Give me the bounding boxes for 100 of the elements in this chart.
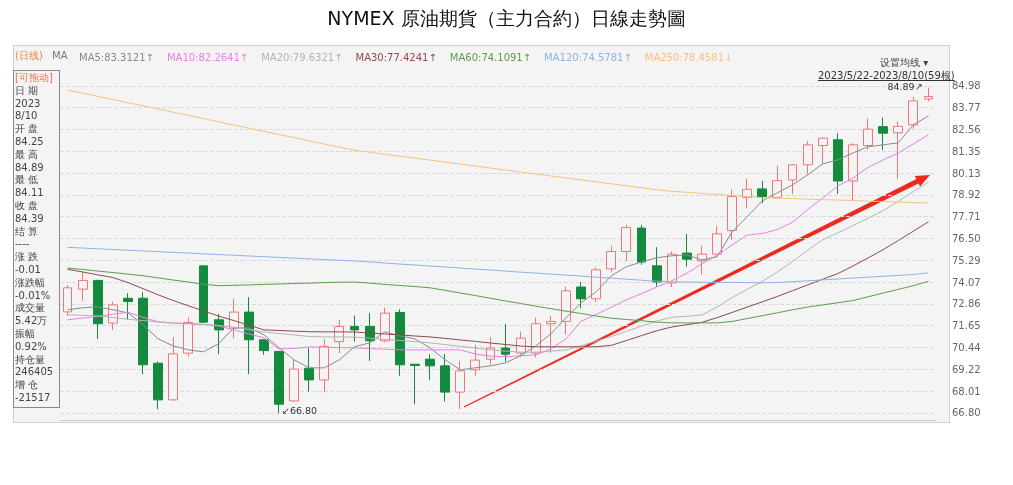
text: [可拖动] xyxy=(15,72,53,84)
text: 振幅 xyxy=(15,328,35,340)
candlestick xyxy=(757,180,767,204)
candlestick xyxy=(788,163,797,195)
y-tick-label: 75.29 xyxy=(952,254,981,266)
text: 84.89 xyxy=(15,161,44,174)
candlestick xyxy=(637,224,646,266)
y-tick-label: 82.56 xyxy=(952,123,981,135)
candlestick xyxy=(908,96,918,130)
line-series xyxy=(67,246,929,284)
candlestick xyxy=(199,265,208,324)
candlestick xyxy=(470,344,480,377)
y-tick-label: 78.92 xyxy=(952,189,981,201)
text: 246405 xyxy=(15,366,54,379)
text: 涨 跌 xyxy=(15,251,39,264)
candlestick xyxy=(833,132,843,195)
text: 最 高 xyxy=(15,148,39,161)
text: 开 盘 xyxy=(15,123,39,136)
candlestick xyxy=(123,292,133,321)
chart-title: NYMEX 原油期貨（主力合約）日線走勢圖 xyxy=(326,6,687,31)
text: 日 期 xyxy=(15,84,39,97)
text: ---- xyxy=(15,238,30,251)
candlestick xyxy=(319,338,329,393)
annotation: MA xyxy=(52,50,68,62)
candlestick xyxy=(606,245,616,274)
text: 涨跌幅 xyxy=(15,276,45,289)
annotation: 设置均线 ▾ xyxy=(880,57,929,69)
candlestick xyxy=(425,353,435,381)
text: 2023 xyxy=(15,97,41,110)
text: 5.42万 xyxy=(15,315,48,328)
candlestick xyxy=(576,281,586,309)
y-tick-label: 71.65 xyxy=(952,320,981,332)
text: 增 仓 xyxy=(15,379,39,392)
candlestick xyxy=(803,140,813,175)
candlestick xyxy=(410,363,420,405)
annotation: 2023/5/22-2023/8/10(59根) xyxy=(818,70,955,82)
candlestick xyxy=(78,271,88,302)
candlestick xyxy=(304,347,314,393)
text: MA120:74.5781↑ xyxy=(544,51,632,63)
y-tick-label: 74.07 xyxy=(952,276,981,288)
y-tick-label: 69.22 xyxy=(952,363,981,375)
candlestick xyxy=(727,189,737,241)
text: MA10:82.2641↑ xyxy=(166,51,249,63)
candlestick xyxy=(893,121,903,180)
candlestick xyxy=(712,225,722,256)
candlestick xyxy=(168,336,178,402)
text: 结 算 xyxy=(15,225,39,238)
y-tick-label: 81.35 xyxy=(952,145,981,157)
text: 成交量 xyxy=(15,302,45,315)
candlestick xyxy=(138,291,148,375)
candlestick xyxy=(546,315,556,354)
candlestick xyxy=(63,284,72,317)
candlestick xyxy=(878,117,888,151)
y-tick-label: 80.13 xyxy=(952,167,981,179)
candlestick xyxy=(652,246,662,288)
y-tick-label: 77.71 xyxy=(952,211,981,223)
y-tick-label: 68.01 xyxy=(952,385,981,397)
candlestick xyxy=(259,338,269,356)
candlestick xyxy=(863,117,873,151)
line-series xyxy=(67,221,929,348)
text: MA250:78.4581↓ xyxy=(644,51,733,63)
candlestick xyxy=(153,361,163,410)
candlestick xyxy=(455,360,465,410)
text: MA60:74.1091↑ xyxy=(449,51,532,63)
y-tick-label: 66.80 xyxy=(952,407,981,419)
text: (日线) xyxy=(15,50,43,62)
candlestick xyxy=(561,286,571,335)
text: 收 盘 xyxy=(15,200,39,212)
candlestick xyxy=(742,178,752,209)
candlestick xyxy=(289,358,299,403)
y-tick-label: 83.77 xyxy=(952,102,981,114)
text: MA20:79.6321↑ xyxy=(261,51,343,63)
annotation: ↙66.80 xyxy=(282,404,318,417)
candlestick xyxy=(621,224,631,262)
candlestick xyxy=(440,353,450,402)
candlestick xyxy=(274,350,284,414)
text: 84.25 xyxy=(15,136,44,148)
text: -0.01 xyxy=(15,264,41,276)
text: MA5:83.3121↑ xyxy=(79,51,154,63)
text: MA30:77.4241↑ xyxy=(355,51,437,63)
text: -0.01% xyxy=(15,289,51,302)
y-tick-label: 70.44 xyxy=(952,341,981,353)
y-tick-label: 72.86 xyxy=(952,298,981,310)
text: 最 低 xyxy=(15,174,39,187)
candlestick xyxy=(93,279,103,340)
candlestick xyxy=(772,165,782,199)
text: -21517 xyxy=(15,392,51,404)
y-tick-label: 84.98 xyxy=(952,80,981,92)
line-series xyxy=(67,89,929,204)
candlestick xyxy=(818,136,828,165)
text: 8/10 xyxy=(15,110,38,123)
text: 0.92% xyxy=(15,340,47,353)
text: 持仓量 xyxy=(15,353,45,366)
text: 84.11 xyxy=(15,187,44,200)
candlestick xyxy=(848,142,858,202)
line-series xyxy=(67,181,929,353)
annotation: 84.89↗ xyxy=(887,81,923,94)
candlestick xyxy=(924,86,933,102)
text: 84.39 xyxy=(15,212,44,225)
line-series xyxy=(67,267,929,324)
